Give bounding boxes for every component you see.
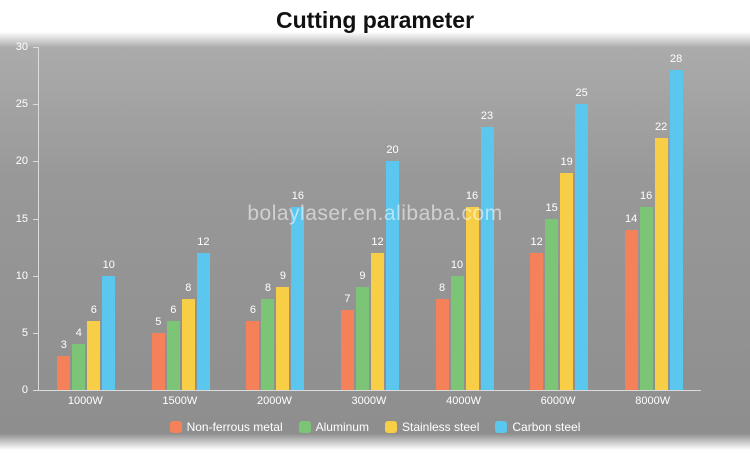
bar-value-label: 16 [465, 190, 479, 203]
bar-stainless-steel: 19 [560, 156, 574, 390]
bar-value-label: 12 [197, 235, 210, 248]
bar-group: 7 9 12 20 [340, 47, 399, 390]
bar-value-label: 6 [249, 304, 256, 317]
x-axis-label: 6000W [540, 395, 576, 407]
bar-non-ferrous-metal: 6 [246, 304, 260, 390]
bar-value-label: 4 [75, 327, 82, 340]
bar-carbon-steel: 10 [102, 259, 116, 390]
legend-marker [169, 421, 182, 433]
legend-marker [495, 421, 508, 433]
bar-carbon-steel: 12 [196, 236, 210, 390]
bar-value-label: 16 [640, 190, 653, 203]
bar-non-ferrous-metal: 12 [530, 236, 544, 390]
bar-group: 6 8 9 16 [246, 47, 305, 390]
bar-value-label: 16 [291, 190, 305, 203]
bar-group: 5 6 8 12 [151, 47, 210, 390]
bar-aluminum: 9 [355, 270, 369, 390]
bar-carbon-steel: 28 [669, 53, 683, 390]
bar-value-label: 3 [60, 338, 67, 351]
plot-area: 3 4 6 10 5 6 8 12 6 8 9 16 7 9 12 20 8 10 16 23 12 15 19 25 14 16… [38, 47, 701, 391]
bar-stainless-steel: 12 [370, 236, 384, 390]
y-tick-label: 25 [15, 98, 39, 111]
bar-carbon-steel: 20 [385, 144, 399, 390]
bar-value-label: 28 [670, 52, 683, 65]
bar-group: 8 10 16 23 [435, 47, 494, 390]
bar-stainless-steel: 8 [181, 282, 195, 390]
y-axis: 0 5 10 15 20 25 30 [0, 41, 39, 396]
bar-group: 14 16 22 28 [624, 47, 683, 390]
legend-label: Carbon steel [512, 420, 581, 434]
bar-value-label: 6 [170, 304, 177, 317]
bar-non-ferrous-metal: 7 [340, 293, 354, 390]
x-axis-label: 3000W [351, 395, 387, 407]
bar-aluminum: 8 [261, 282, 275, 390]
bar-stainless-steel: 16 [465, 190, 479, 390]
bar-value-label: 15 [545, 201, 558, 214]
bar-value-label: 14 [625, 212, 638, 225]
bar-non-ferrous-metal: 14 [624, 213, 638, 390]
bar-value-label: 7 [344, 292, 351, 305]
watermark-text: bolaylaser.en.alibaba.com [247, 202, 503, 225]
x-axis-label: 2000W [256, 395, 292, 407]
bar-non-ferrous-metal: 8 [435, 282, 449, 390]
bar-carbon-steel: 16 [291, 190, 305, 390]
bar-value-label: 5 [155, 315, 162, 328]
bar-value-label: 20 [386, 144, 399, 157]
chart-title: Cutting parameter [275, 7, 475, 33]
bar-value-label: 22 [655, 121, 668, 134]
bar-aluminum: 16 [639, 190, 653, 390]
bar-aluminum: 6 [166, 304, 180, 390]
legend-label: Aluminum [315, 420, 369, 434]
bar-stainless-steel: 6 [87, 304, 101, 390]
bar-stainless-steel: 9 [276, 270, 290, 390]
bar-value-label: 8 [264, 281, 271, 294]
bar-aluminum: 4 [72, 327, 86, 390]
y-tick-label: 10 [15, 269, 39, 282]
bar-carbon-steel: 23 [480, 110, 494, 390]
legend-item-aluminum: Aluminum [298, 420, 369, 434]
bar-value-label: 8 [438, 281, 446, 294]
bar-value-label: 23 [480, 110, 494, 123]
bar-value-label: 9 [359, 270, 366, 283]
legend-item-stainless-steel: Stainless steel [384, 420, 480, 434]
bar-aluminum: 15 [545, 202, 559, 390]
legend-label: Stainless steel [401, 420, 480, 434]
x-axis-label: 1500W [162, 395, 198, 407]
bar-value-label: 8 [185, 281, 192, 294]
bar-value-label: 25 [575, 87, 588, 100]
bar-value-label: 19 [560, 155, 573, 168]
bar-value-label: 6 [90, 304, 97, 317]
bar-non-ferrous-metal: 5 [151, 316, 165, 390]
bar-value-label: 10 [450, 258, 464, 271]
bar-non-ferrous-metal: 3 [57, 339, 71, 390]
legend-item-carbon-steel: Carbon steel [495, 420, 580, 434]
bar-value-label: 10 [102, 258, 115, 271]
y-tick-label: 30 [15, 41, 39, 53]
bar-value-label: 9 [279, 270, 286, 283]
bar-carbon-steel: 25 [575, 87, 589, 390]
legend-label: Non-ferrous metal [186, 420, 283, 434]
x-axis-label: 1000W [67, 395, 103, 407]
bar-aluminum: 10 [450, 259, 464, 390]
bar-value-label: 12 [371, 235, 384, 248]
legend-item-non-ferrous-metal: Non-ferrous metal [169, 420, 283, 434]
x-axis-label: 4000W [446, 395, 481, 407]
y-tick-label: 5 [21, 326, 39, 339]
bar-group: 3 4 6 10 [57, 47, 116, 390]
legend-marker [384, 421, 397, 433]
legend-marker [298, 421, 311, 433]
bar-group: 12 15 19 25 [530, 47, 589, 390]
y-tick-label: 15 [15, 212, 39, 225]
bar-value-label: 12 [530, 235, 543, 248]
bar-stainless-steel: 22 [654, 121, 668, 390]
y-tick-label: 20 [15, 155, 39, 168]
x-axis-labels: 1000W 1500W 2000W 3000W 4000W 6000W 8000W [38, 395, 700, 407]
x-axis-label: 8000W [635, 395, 671, 407]
chart-legend: Non-ferrous metal Aluminum Stainless steel… [0, 420, 750, 434]
y-tick-label: 0 [21, 384, 39, 396]
